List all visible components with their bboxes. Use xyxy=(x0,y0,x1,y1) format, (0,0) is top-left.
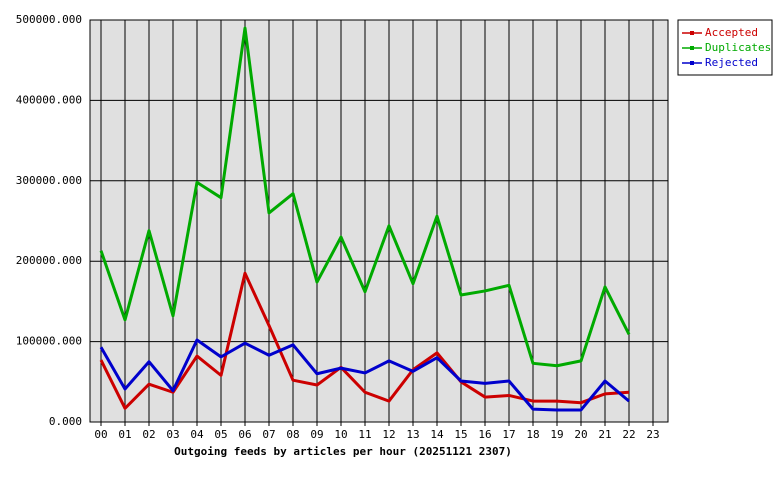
legend-marker xyxy=(690,46,694,50)
x-tick-label: 14 xyxy=(430,428,444,441)
plot-background xyxy=(90,20,668,422)
x-tick-label: 06 xyxy=(238,428,251,441)
y-tick-label: 200000.000 xyxy=(16,254,82,267)
series-line xyxy=(99,26,631,368)
y-tick-label: 100000.000 xyxy=(16,335,82,348)
x-tick-label: 05 xyxy=(214,428,227,441)
x-tick-label: 07 xyxy=(262,428,275,441)
x-tick-label: 15 xyxy=(454,428,467,441)
x-tick-label: 20 xyxy=(574,428,587,441)
x-tick-label: 02 xyxy=(142,428,155,441)
legend-label: Duplicates xyxy=(705,41,771,54)
y-tick-label: 0.000 xyxy=(49,415,82,428)
x-tick-label: 19 xyxy=(550,428,563,441)
legend-label: Rejected xyxy=(705,56,758,69)
x-tick-label: 00 xyxy=(94,428,107,441)
x-tick-label: 17 xyxy=(502,428,515,441)
y-tick-label: 500000.000 xyxy=(16,13,82,26)
x-tick-label: 09 xyxy=(310,428,323,441)
legend-label: Accepted xyxy=(705,26,758,39)
x-tick-label: 13 xyxy=(406,428,419,441)
legend-marker xyxy=(690,31,694,35)
x-tick-label: 22 xyxy=(622,428,635,441)
x-tick-label: 01 xyxy=(118,428,131,441)
x-tick-label: 03 xyxy=(166,428,179,441)
x-tick-label: 18 xyxy=(526,428,539,441)
x-tick-label: 23 xyxy=(646,428,659,441)
legend-marker xyxy=(690,61,694,65)
y-tick-label: 400000.000 xyxy=(16,93,82,106)
x-tick-label: 10 xyxy=(334,428,347,441)
x-tick-label: 16 xyxy=(478,428,491,441)
x-tick-label: 11 xyxy=(358,428,371,441)
x-tick-label: 21 xyxy=(598,428,611,441)
series-line xyxy=(99,338,630,412)
x-tick-label: 12 xyxy=(382,428,395,441)
plot-border xyxy=(89,19,669,423)
chart-title: Outgoing feeds by articles per hour (202… xyxy=(174,445,512,458)
x-tick-label: 04 xyxy=(190,428,204,441)
series-line xyxy=(99,271,630,410)
y-tick-label: 300000.000 xyxy=(16,174,82,187)
x-tick-label: 08 xyxy=(286,428,299,441)
